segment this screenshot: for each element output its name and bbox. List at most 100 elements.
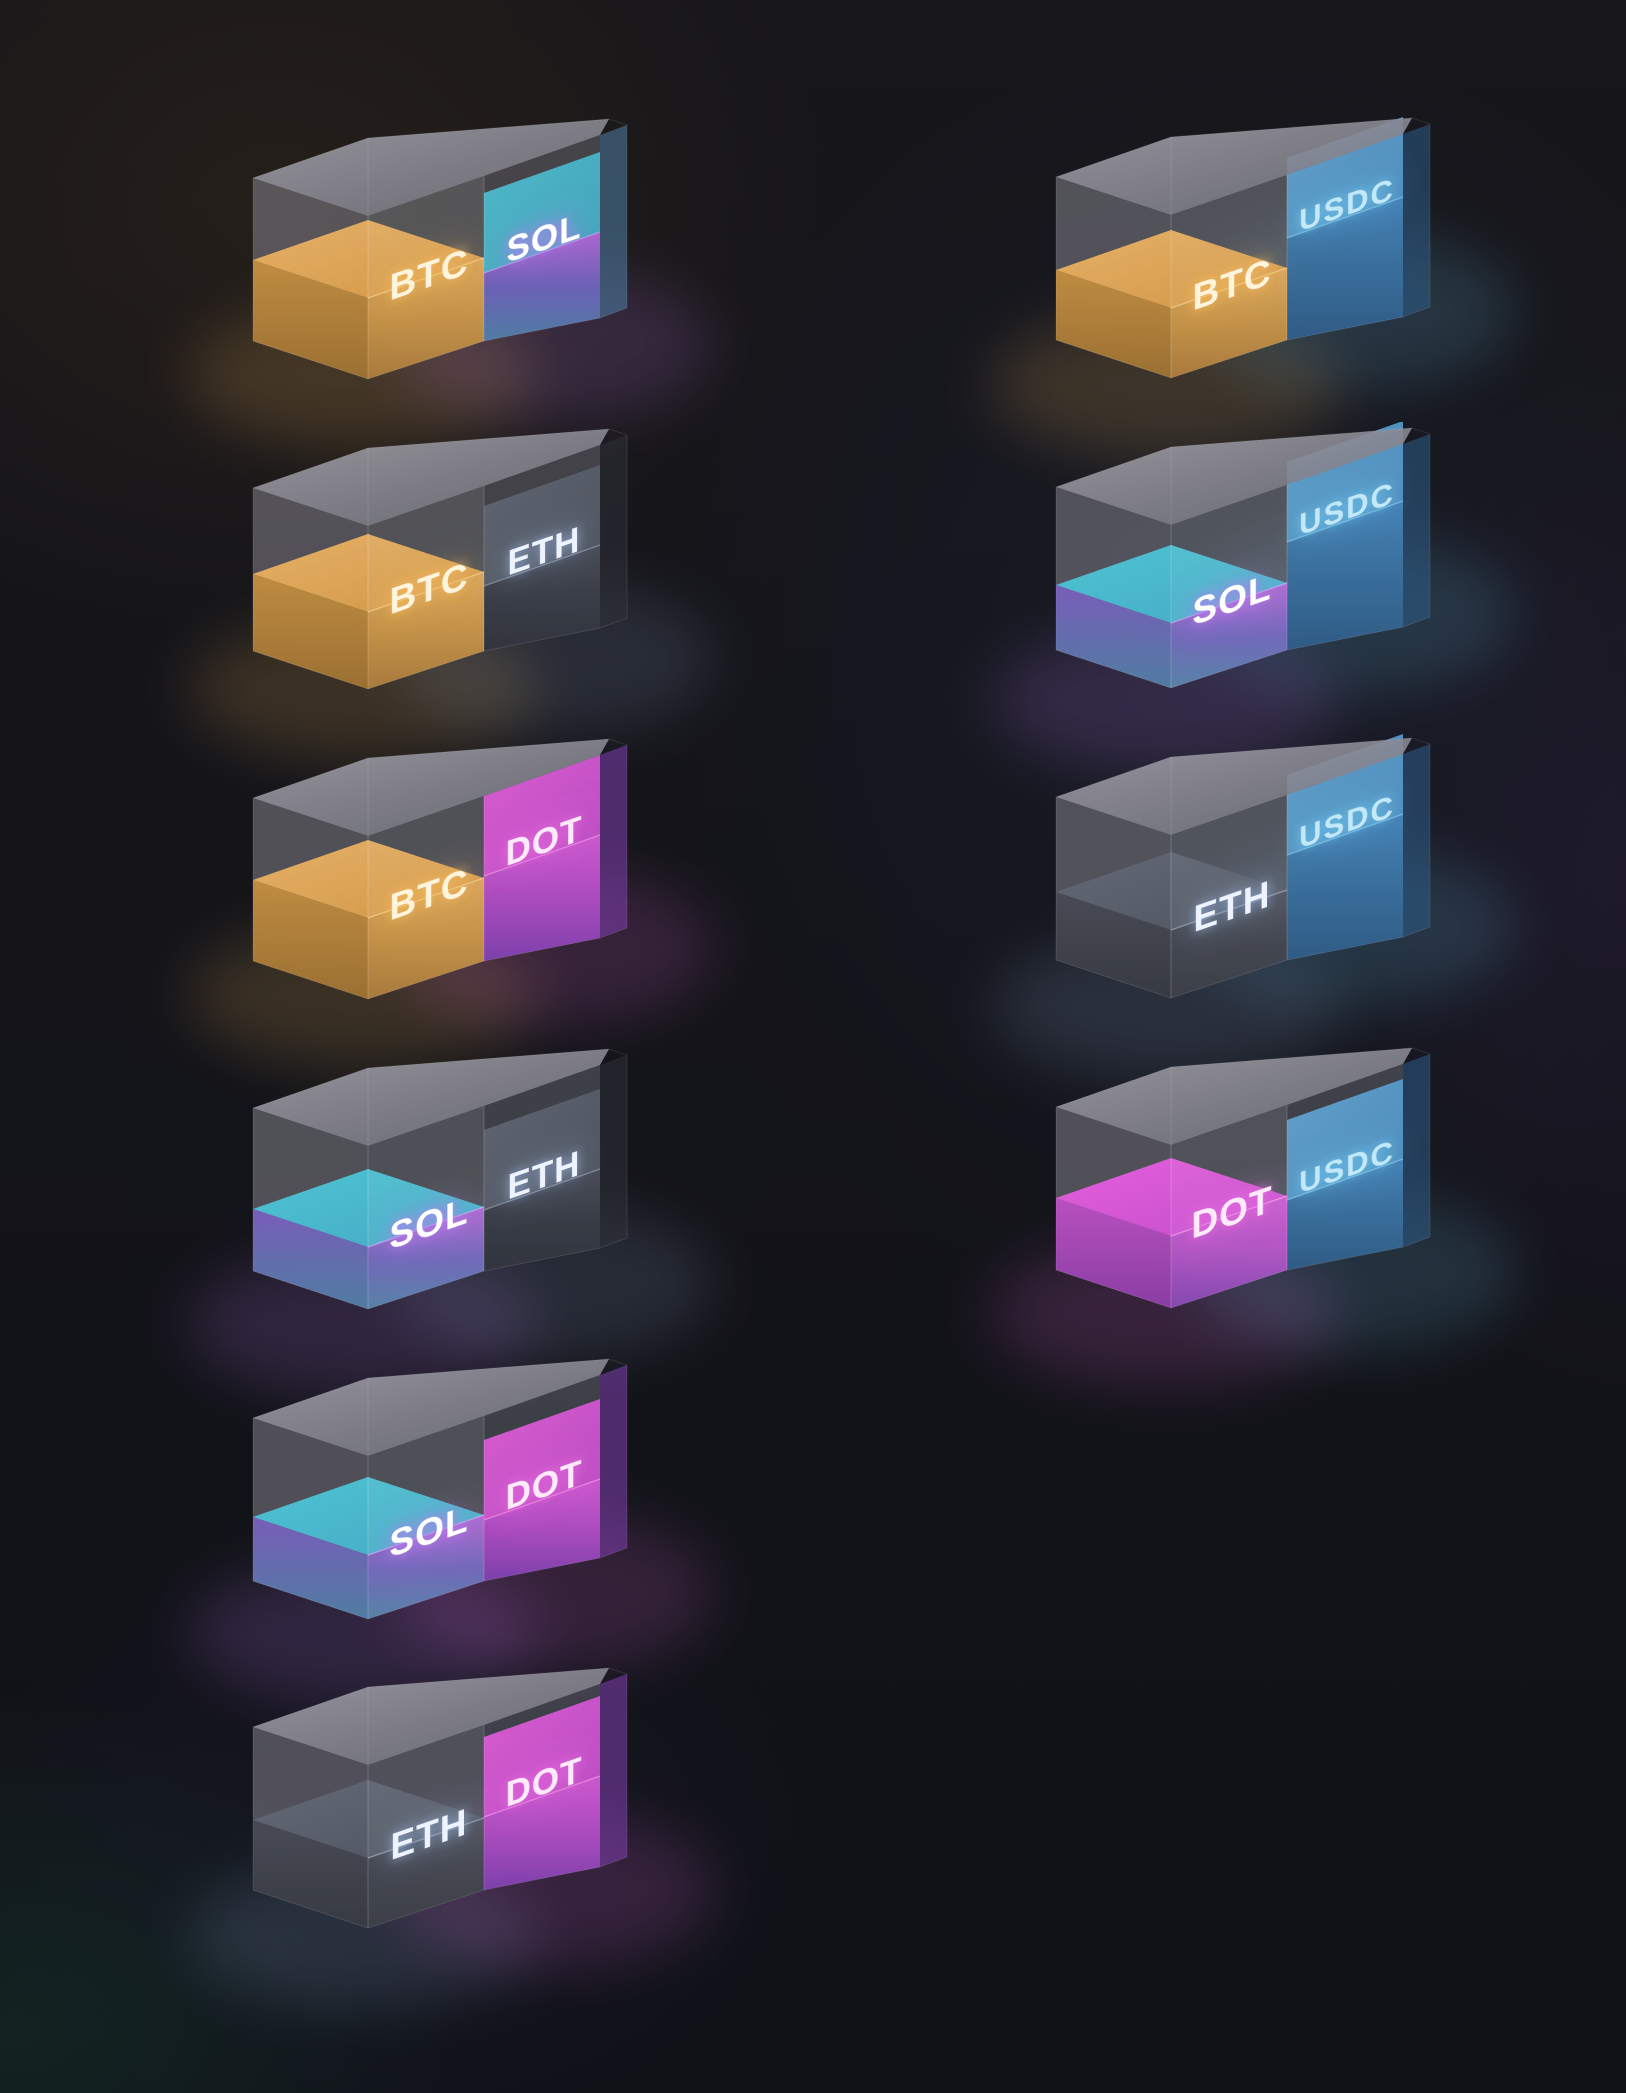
base-liquid-side [1056,270,1171,378]
base-liquid-front [368,1818,484,1928]
base-liquid-side [1056,585,1171,688]
glass-top-face [253,1359,609,1456]
quote-liquid-front [484,545,600,651]
base-liquid-front [1171,890,1287,998]
base-liquid-side [253,574,368,689]
front-left-sheen [368,176,484,379]
front-left-sheen [1171,795,1287,998]
right-end-face [600,1365,627,1558]
glass-top-face [1056,738,1412,835]
base-fill-line [1170,889,1288,931]
quote-liquid-front [484,1776,600,1890]
base-liquid-surface [1056,852,1287,930]
quote-fill-line [1286,1158,1404,1201]
glass-top-face [253,1049,609,1146]
base-fill-line [367,571,485,613]
quote-fill-line [1286,196,1404,239]
front-left-sheen [1171,1105,1287,1308]
base-fill-line [367,1514,485,1556]
pair-box-btc-eth[interactable]: BTC ETH [188,403,713,761]
right-end-face [600,125,627,318]
glass-top-face [1056,1048,1412,1145]
box-outline [252,118,628,380]
quote-liquid-front [1287,501,1403,650]
base-liquid-side [253,1820,368,1928]
front-left-sheen [368,1416,484,1619]
box-outline [1055,1047,1431,1309]
pair-box-eth-dot[interactable]: ETH DOT [188,1642,713,2007]
quote-liquid-surface [1287,117,1403,238]
pair-box-sol-dot[interactable]: SOL DOT [188,1333,713,1704]
pair-box-dot-usdc[interactable]: DOT USDC [991,1022,1516,1385]
base-liquid-surface [253,534,484,612]
base-fill-line [367,1817,485,1859]
base-fill-line [367,257,485,299]
glass-top-face [253,119,609,216]
quote-liquid-surface [484,465,600,586]
quote-liquid-front [484,1479,600,1581]
glass-top-face [253,1668,609,1765]
box-outline [1055,427,1431,689]
base-liquid-front [1171,583,1287,688]
quote-liquid-front [1287,1159,1403,1270]
base-liquid-surface [1056,230,1287,308]
base-liquid-side [253,880,368,999]
base-fill-line [1170,1195,1288,1237]
right-end-face [1403,434,1430,627]
quote-liquid-front [484,232,600,341]
pair-box-sol-usdc[interactable]: SOL USDC [991,402,1516,772]
base-liquid-side [1056,892,1171,998]
quote-liquid-front [1287,197,1403,340]
front-left-sheen [368,1725,484,1928]
base-liquid-front [368,1515,484,1619]
front-left-sheen [368,486,484,689]
base-liquid-front [1171,268,1287,378]
glass-top-face [1056,118,1412,215]
box-outline [1055,117,1431,379]
quote-fill-line [483,544,601,587]
quote-fill-line [483,231,601,274]
glass-top-face [1056,428,1412,525]
quote-fill-line [483,1775,601,1818]
base-liquid-surface [253,220,484,298]
base-liquid-surface [1056,1158,1287,1236]
right-end-face [600,745,627,938]
front-left-sheen [368,1106,484,1309]
base-liquid-surface [253,840,484,918]
right-end-face [600,1674,627,1867]
pair-box-btc-sol[interactable]: BTC SOL [188,93,713,447]
right-end-face [600,435,627,628]
quote-liquid-surface [1287,1079,1403,1200]
base-fill-line [1170,267,1288,309]
quote-liquid-surface [484,755,600,876]
front-left-sheen [1171,175,1287,378]
box-outline [252,1358,628,1620]
base-liquid-surface [253,1477,484,1555]
base-liquid-surface [253,1780,484,1858]
glass-top-face [253,429,609,526]
base-liquid-front [1171,1196,1287,1308]
base-fill-line [367,877,485,919]
base-liquid-side [253,1517,368,1619]
pair-box-sol-eth[interactable]: SOL ETH [188,1023,713,1396]
pair-box-eth-usdc[interactable]: ETH USDC [991,712,1516,1079]
pair-box-btc-dot[interactable]: BTC DOT [188,713,713,1067]
right-end-face [1403,744,1430,937]
base-fill-line [1170,582,1288,624]
quote-liquid-front [484,835,600,961]
box-outline [1055,737,1431,999]
quote-fill-line [1286,813,1404,856]
right-end-face [600,1055,627,1248]
quote-fill-line [483,834,601,877]
quote-liquid-front [484,1169,600,1271]
pair-box-btc-usdc[interactable]: BTC USDC [991,92,1516,457]
